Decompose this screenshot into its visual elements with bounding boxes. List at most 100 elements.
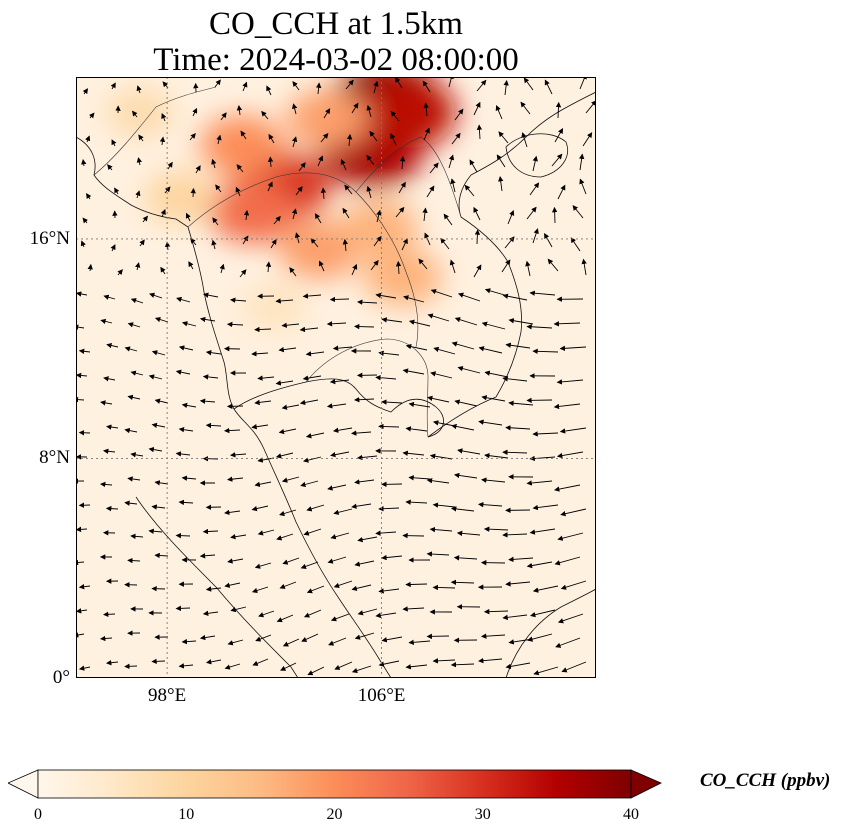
wind-arrow-79	[578, 153, 585, 171]
wind-arrow-421	[99, 635, 113, 642]
wind-arrow-103	[160, 209, 166, 218]
wind-arrow-286	[229, 452, 247, 458]
wind-arrow-38	[555, 101, 562, 119]
wind-arrow-107	[273, 215, 281, 225]
wind-arrow-449	[307, 666, 325, 676]
wind-arrow-455	[450, 662, 475, 668]
wind-vector-field	[76, 77, 596, 676]
wind-arrow-168	[275, 298, 294, 304]
wind-arrow-304	[181, 475, 197, 481]
wind-arrow-29	[323, 108, 331, 119]
wind-arrow-147	[265, 261, 272, 273]
wind-arrow-43	[159, 136, 166, 146]
wind-arrow-252	[381, 399, 403, 405]
wind-arrow-94	[450, 178, 456, 193]
wind-arrow-349	[303, 528, 322, 536]
wind-arrow-183	[154, 316, 169, 323]
wind-arrow-241	[100, 400, 113, 406]
wind-arrow-266	[223, 427, 241, 434]
wind-arrow-198	[526, 324, 553, 330]
wind-arrow-77	[532, 155, 538, 172]
wind-arrow-40	[85, 135, 91, 143]
border-myanmar	[93, 86, 217, 176]
wind-arrow-110	[342, 207, 350, 219]
wind-arrow-444	[178, 663, 194, 669]
wind-arrow-235	[457, 365, 481, 374]
wind-arrow-104	[185, 212, 191, 222]
wind-arrow-400	[76, 608, 88, 614]
wind-arrow-149	[318, 260, 325, 272]
wind-arrow-288	[275, 452, 294, 459]
wind-arrow-388	[279, 581, 297, 589]
wind-arrow-370	[327, 556, 347, 564]
wind-arrow-105	[212, 217, 219, 226]
wind-arrow-153	[418, 258, 428, 270]
co-blob-11	[105, 87, 176, 138]
wind-arrow-270	[332, 427, 353, 433]
wind-arrow-249	[299, 399, 319, 406]
wind-arrow-234	[430, 371, 453, 379]
wind-arrow-314	[426, 478, 450, 484]
wind-arrow-190	[326, 321, 347, 327]
wind-arrow-205	[205, 350, 222, 356]
wind-arrow-131	[373, 235, 382, 247]
wind-arrow-201	[106, 342, 119, 349]
wind-arrow-409	[303, 609, 322, 618]
wind-arrow-169	[302, 293, 322, 299]
wind-arrow-271	[350, 430, 372, 436]
wind-arrow-323	[151, 504, 166, 510]
wind-arrow-398	[532, 585, 559, 593]
wind-arrow-163	[149, 292, 163, 299]
wind-arrow-74	[448, 154, 455, 169]
wind-arrow-386	[224, 582, 241, 588]
wind-arrow-313	[408, 475, 431, 481]
wind-arrow-98	[557, 184, 566, 200]
wind-arrow-207	[251, 351, 269, 357]
wind-arrow-175	[457, 292, 481, 302]
wind-arrow-185	[199, 316, 216, 323]
wind-arrow-87	[267, 181, 273, 192]
wind-arrow-194	[427, 313, 450, 322]
wind-arrow-322	[124, 500, 138, 506]
wind-arrow-182	[127, 322, 141, 328]
coastlines	[76, 91, 596, 678]
wind-arrow-165	[202, 292, 219, 298]
wind-arrow-281	[103, 448, 116, 454]
wind-arrow-32	[390, 110, 400, 122]
wind-arrow-357	[502, 532, 528, 538]
wind-arrow-347	[257, 529, 275, 536]
wind-arrow-447	[252, 658, 269, 666]
wind-arrow-39	[585, 100, 596, 114]
wind-arrow-170	[329, 296, 350, 303]
wind-arrow-413	[402, 606, 425, 612]
wind-arrow-53	[423, 127, 430, 141]
co-blob-4	[208, 179, 298, 244]
wind-arrow-88	[295, 186, 303, 196]
wind-arrow-128	[294, 232, 301, 244]
wind-arrow-82	[135, 190, 141, 199]
wind-arrow-96	[498, 176, 504, 192]
wind-arrow-441	[105, 659, 119, 666]
wind-arrow-454	[432, 658, 456, 664]
wind-arrow-223	[148, 374, 163, 380]
wind-arrow-63	[167, 161, 173, 170]
wind-arrow-250	[326, 403, 347, 409]
wind-arrow-264	[178, 427, 194, 433]
wind-arrow-27	[261, 110, 269, 120]
wind-arrow-56	[498, 131, 509, 144]
wind-arrow-18	[544, 79, 553, 95]
wind-arrow-365	[199, 553, 216, 559]
wind-arrow-13	[422, 80, 431, 93]
wind-arrow-354	[429, 526, 453, 533]
wind-arrow-47	[268, 133, 275, 144]
wind-arrow-318	[526, 480, 553, 486]
wind-arrow-188	[281, 322, 300, 328]
wind-arrow-25	[220, 112, 227, 121]
wind-arrow-269	[305, 432, 325, 439]
wind-arrow-178	[529, 290, 556, 296]
wind-arrow-297	[502, 449, 528, 456]
wind-arrow-80	[86, 193, 92, 200]
wind-arrow-154	[449, 259, 456, 274]
wind-arrow-143	[160, 266, 166, 275]
wind-arrow-326	[224, 509, 241, 516]
